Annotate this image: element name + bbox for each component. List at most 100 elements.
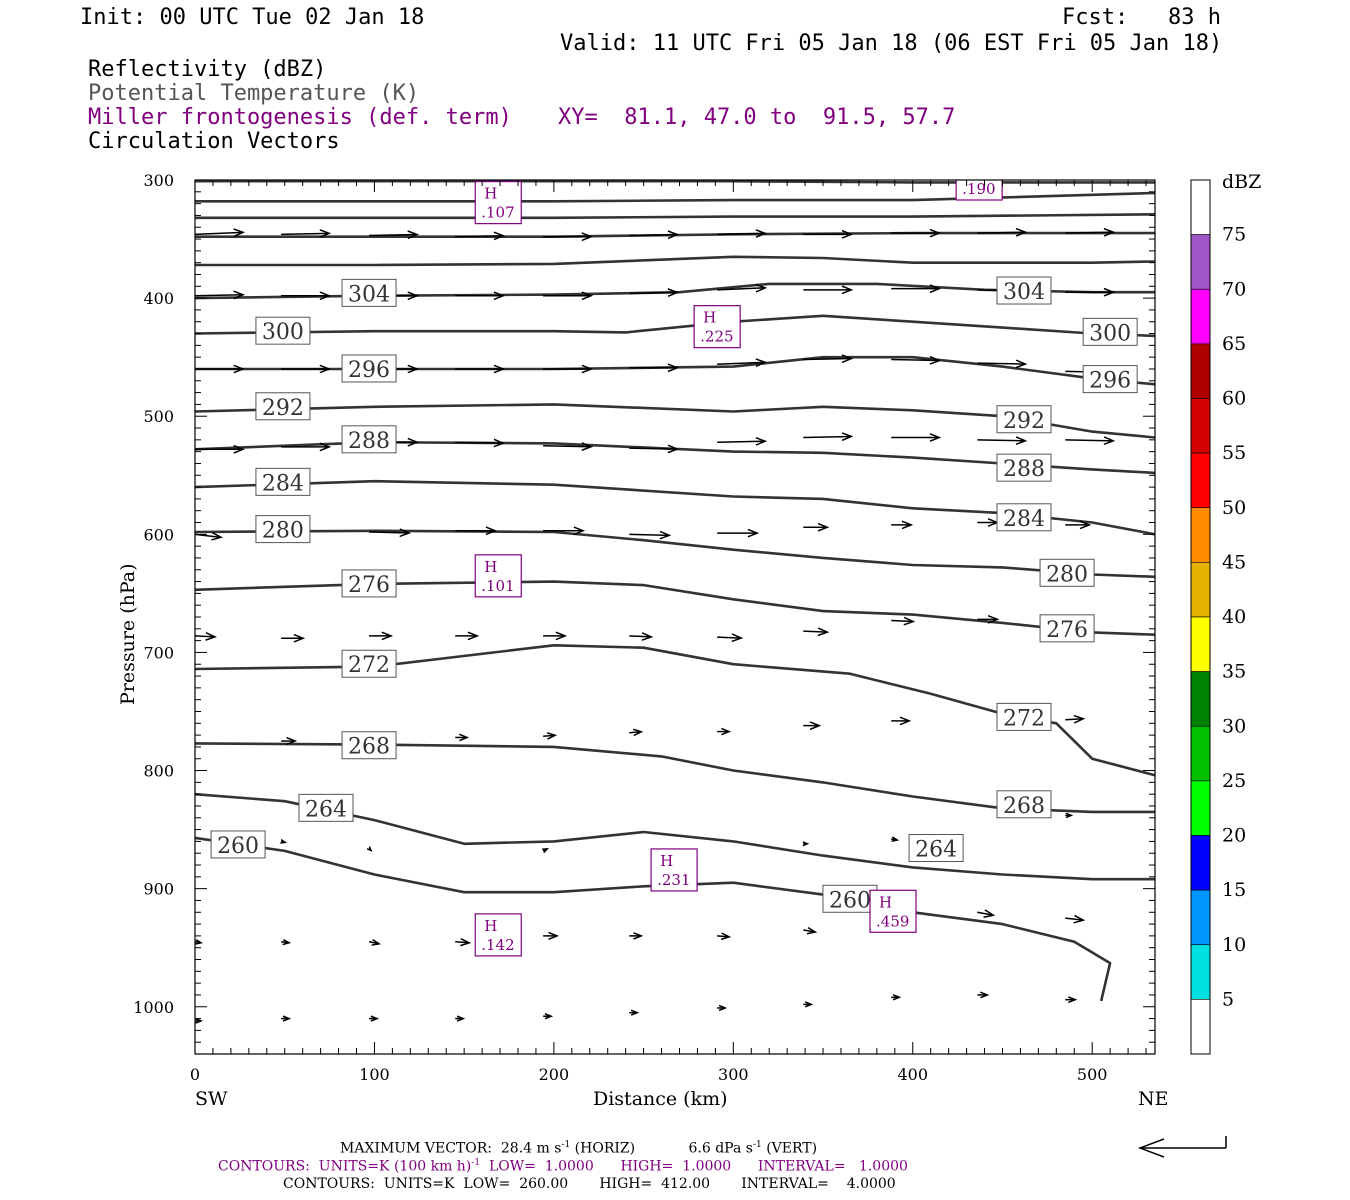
theta-contour-260 — [195, 836, 1112, 1002]
circulation-vector — [543, 1013, 554, 1020]
colorbar-segment — [1190, 944, 1211, 1000]
theta-label-text: 284 — [1003, 507, 1045, 532]
contours-frontogenesis-line: CONTOURS: UNITS=K (100 km h)-1 LOW= 1.00… — [218, 1158, 908, 1175]
frontogenesis-symbol: H — [879, 893, 892, 911]
theta-label-text: 292 — [262, 396, 304, 421]
circulation-vector — [280, 838, 288, 844]
field-reflectivity: Reflectivity (dBZ) — [88, 57, 327, 82]
colorbar-tick-label: 30 — [1222, 715, 1246, 737]
frontogenesis-value: .101 — [481, 577, 514, 595]
circulation-vector — [455, 631, 480, 641]
colorbar-segment — [1190, 562, 1211, 618]
x-tick-label: 200 — [539, 1065, 570, 1084]
theta-label-text: 300 — [262, 320, 304, 345]
sw-end-label: SW — [195, 1088, 228, 1110]
circulation-vector — [717, 727, 732, 736]
theta-label: 268 — [341, 731, 397, 760]
circulation-vector — [543, 631, 568, 641]
frontogenesis-max: H.142 — [474, 913, 522, 957]
plot-area: 304 304 300 300 296 296 292 292 288 288 284 284 280 2… — [195, 180, 1155, 1024]
theta-contour-288 — [195, 440, 1155, 475]
horiz-exponent: -1 — [561, 1140, 571, 1150]
theta-label: 260 — [822, 884, 878, 913]
circulation-vector — [543, 442, 594, 451]
colorbar-segment — [1190, 835, 1211, 891]
circulation-vector — [977, 614, 1000, 624]
colorbar-segment — [1190, 889, 1211, 946]
circulation-vector — [543, 291, 594, 301]
theta-label: 272 — [341, 649, 397, 678]
theta-contour-292 — [195, 403, 1155, 439]
circulation-vector — [281, 938, 292, 946]
circulation-vector — [717, 932, 732, 941]
circulation-vector — [977, 436, 1028, 446]
theta-contour-284 — [195, 479, 1155, 536]
field-circulation: Circulation Vectors — [88, 129, 340, 154]
colorbar-tick-label: 20 — [1222, 825, 1246, 847]
theta-label: 300 — [1082, 317, 1138, 346]
theta-label: 280 — [255, 515, 311, 544]
circulation-vector — [977, 227, 1028, 237]
circulation-vector — [891, 716, 912, 726]
colorbar-tick-label: 5 — [1222, 988, 1234, 1010]
frontogenesis-value: .142 — [481, 936, 514, 954]
colorbar-tick-label: 45 — [1222, 551, 1246, 573]
colorbar-title: dBZ — [1222, 171, 1261, 193]
theta-contour-304 — [195, 282, 1155, 300]
y-tick-label: 400 — [143, 289, 174, 308]
theta-label-text: 272 — [1003, 706, 1045, 731]
reference-vector — [1137, 1136, 1227, 1158]
colorbar-segment — [1190, 507, 1211, 563]
x-tick-label: 0 — [190, 1065, 200, 1084]
cross-section-endpoints: XY= 81.1, 47.0 to 91.5, 57.7 — [558, 105, 956, 130]
circulation-vector — [891, 228, 942, 238]
circulation-vector — [281, 364, 332, 374]
circulation-vector — [891, 836, 900, 842]
circulation-vector — [195, 1018, 204, 1024]
circulation-vector — [455, 231, 506, 241]
theta-label-text: 300 — [1089, 321, 1131, 346]
plot-content — [195, 180, 1155, 1024]
theta-label-text: 292 — [1003, 409, 1045, 434]
colorbar-tick-label: 65 — [1222, 333, 1246, 355]
theta-label: 260 — [210, 830, 266, 859]
theta-label-text: 260 — [829, 888, 871, 913]
circulation-vector — [543, 526, 586, 536]
circulation-vector — [629, 932, 644, 940]
circulation-vector — [281, 291, 332, 301]
circulation-vector — [717, 229, 768, 238]
theta-label-text: 296 — [1089, 369, 1131, 394]
y-tick-label: 700 — [143, 643, 174, 662]
colorbar-tick-label: 75 — [1222, 224, 1246, 246]
circulation-vector — [1065, 714, 1086, 724]
y-tick-label: 300 — [143, 171, 174, 190]
circulation-vector — [455, 438, 506, 448]
dbz-colorbar: 5 10 15 20 25 30 35 40 45 50 55 60 65 70 75 — [1190, 179, 1246, 1055]
theta-label-text: 288 — [1003, 457, 1045, 482]
circulation-vector — [368, 939, 382, 946]
y-tick-label: 900 — [143, 880, 174, 899]
circulation-vector — [629, 728, 644, 737]
theta-label: 288 — [996, 453, 1052, 482]
frontogenesis-symbol: H — [484, 558, 497, 576]
plot-frame — [194, 179, 1156, 1055]
circulation-vector — [195, 444, 246, 454]
circulation-vector — [543, 364, 594, 374]
circulation-vector — [1065, 520, 1092, 530]
circulation-vector — [891, 520, 914, 530]
theta-contour-272 — [195, 643, 1155, 777]
theta-label-text: 268 — [348, 735, 390, 760]
vert-exponent: -1 — [752, 1140, 762, 1150]
frontogenesis-max: H.231 — [650, 848, 698, 892]
theta-label: 288 — [341, 425, 397, 454]
frontogenesis-max: H.225 — [693, 305, 741, 349]
circulation-vector — [1065, 914, 1086, 924]
vert-unit: (VERT) — [766, 1140, 818, 1157]
frontogenesis-symbol: H — [484, 185, 497, 203]
axes: 0 100 200 300 400 500 300 400 500 600 700 800 900 100… — [133, 171, 1156, 1084]
theta-label: 280 — [1039, 558, 1095, 587]
colorbar-segment — [1190, 999, 1211, 1055]
field-miller: Miller frontogenesis (def. term) — [88, 105, 512, 130]
colorbar-segment — [1190, 780, 1211, 836]
x-tick-label: 300 — [718, 1065, 749, 1084]
